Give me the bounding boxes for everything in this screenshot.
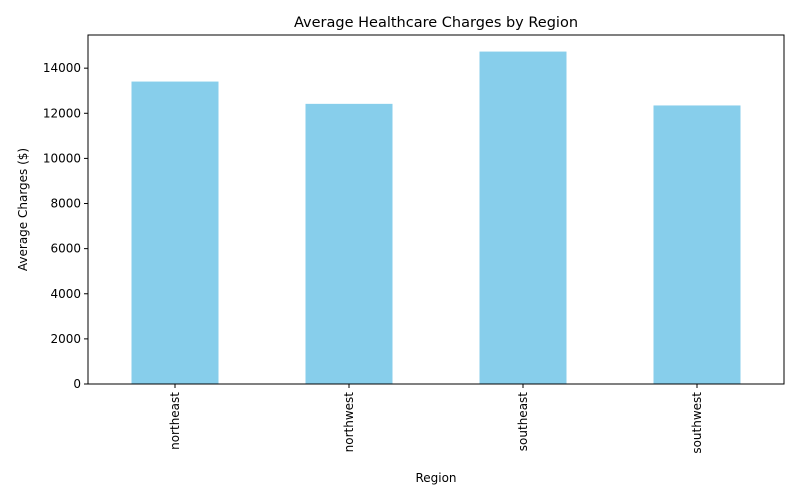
x-tick-label-northwest: northwest [342,392,356,453]
y-tick-label-0: 0 [73,377,81,391]
chart-title: Average Healthcare Charges by Region [294,15,578,31]
x-axis-title: Region [415,471,456,485]
y-axis-title: Average Charges ($) [16,148,30,271]
y-tick-label-14000: 14000 [43,61,81,75]
x-tick-label-southwest: southwest [690,392,704,454]
x-tick-label-northeast: northeast [168,392,182,450]
y-tick-label-2000: 2000 [50,332,81,346]
y-tick-label-4000: 4000 [50,287,81,301]
y-tick-label-10000: 10000 [43,151,81,165]
bar-southeast [480,52,567,384]
bar-southwest [654,105,741,384]
bar-northeast [132,82,219,384]
x-tick-label-southeast: southeast [516,392,530,451]
bars-layer [132,52,741,384]
bar-northwest [306,104,393,384]
y-tick-label-12000: 12000 [43,106,81,120]
y-tick-label-8000: 8000 [50,197,81,211]
y-axis: 0 2000 4000 6000 8000 10000 12000 14000 [43,61,88,391]
y-tick-label-6000: 6000 [50,242,81,256]
x-axis: northeast northwest southeast southwest [168,384,704,454]
